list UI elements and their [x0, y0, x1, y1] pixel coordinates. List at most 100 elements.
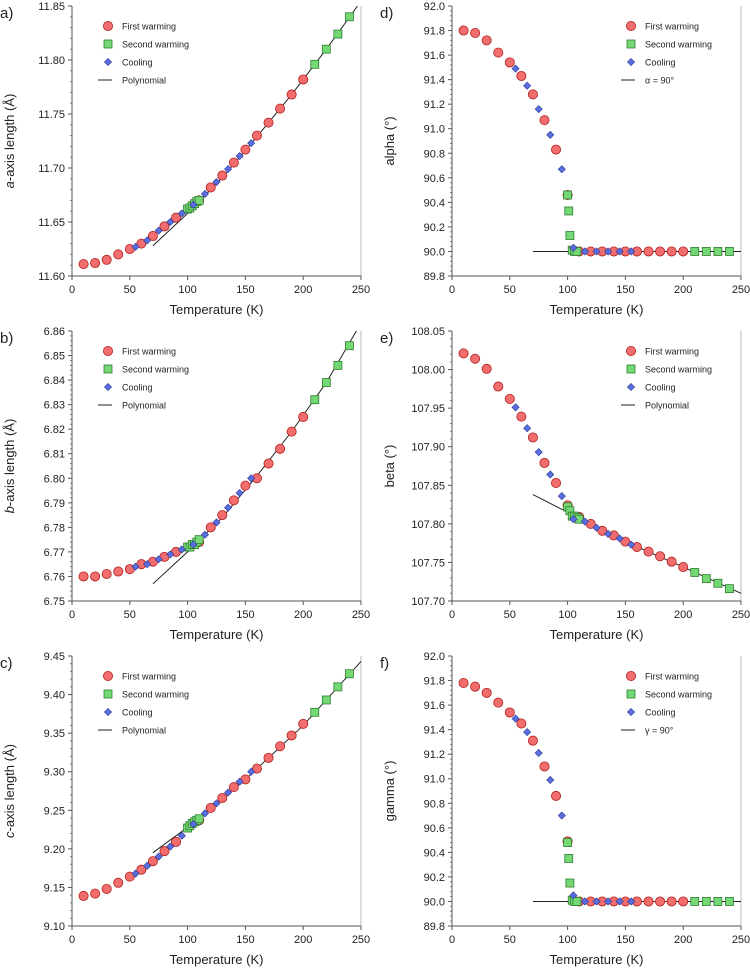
circle-point [481, 687, 492, 698]
square-point [565, 878, 575, 888]
legend-diamond-swatch [103, 707, 113, 717]
circle-point [171, 836, 182, 847]
panel-label: e) [380, 330, 393, 347]
x-tick-label: 250 [732, 284, 750, 296]
square-point [563, 190, 572, 200]
legend-label: α = 90° [645, 76, 674, 86]
circle-point [551, 790, 562, 801]
circle-point [527, 89, 538, 100]
diamond-point [546, 130, 555, 139]
legend-circle-swatch [103, 345, 114, 356]
y-tick-label: 92.0 [424, 1, 445, 13]
circle-point [481, 35, 492, 46]
x-tick-label: 50 [124, 934, 136, 946]
diamond-point [534, 748, 543, 757]
y-tick-label: 92.0 [424, 651, 445, 663]
x-tick-label: 250 [352, 934, 370, 946]
diamond-point [189, 820, 198, 829]
circle-point [113, 877, 124, 888]
circle-point [251, 130, 262, 141]
diamond-point [189, 540, 198, 549]
legend-square-swatch [103, 689, 113, 699]
square-point [701, 897, 711, 906]
square-point [345, 669, 354, 679]
circle-point [470, 27, 481, 38]
y-tick-label: 6.79 [44, 498, 65, 510]
square-point [563, 838, 572, 847]
circle-point [263, 458, 274, 469]
x-tick-label: 200 [294, 609, 312, 621]
legend-diamond-swatch [626, 57, 636, 67]
x-tick-label: 200 [674, 934, 692, 946]
markers-first-warming [78, 411, 309, 582]
x-tick-label: 200 [294, 284, 312, 296]
circle-point [113, 249, 124, 260]
circle-point [470, 681, 481, 692]
legend-label: Cooling [122, 58, 153, 68]
square-point [345, 341, 354, 351]
chart-panel-d: d) 0 50 100 150 200 250 89.8 90.0 90.2 90.4 90.6 90.… [380, 1, 750, 317]
x-tick-label: 250 [732, 609, 750, 621]
circle-point [493, 47, 504, 58]
y-axis-label: alpha (°) [382, 116, 397, 165]
y-tick-label: 91.0 [424, 124, 445, 136]
x-axis-label: Temperature (K) [170, 627, 264, 642]
square-point [725, 247, 734, 256]
circle-point [504, 393, 515, 404]
x-tick-label: 200 [294, 934, 312, 946]
circle-point [678, 246, 689, 257]
square-point [713, 578, 723, 588]
diamond-point [557, 811, 566, 820]
circle-point [217, 510, 228, 521]
legend-label: Second warming [122, 690, 189, 700]
y-tick-label: 91.0 [424, 774, 445, 786]
diamond-point [247, 767, 256, 776]
diamond-point [546, 470, 555, 479]
y-tick-label: 6.85 [44, 351, 65, 363]
diamond-point [200, 530, 209, 539]
legend-diamond-swatch [103, 57, 113, 67]
circle-point [597, 525, 608, 536]
y-tick-label: 90.2 [424, 222, 445, 234]
diamond-point [615, 897, 624, 906]
circle-point [159, 846, 170, 857]
y-tick-label: 6.80 [44, 473, 65, 485]
circle-point [275, 103, 286, 114]
y-tick-label: 89.8 [424, 271, 445, 283]
y-tick-label: 6.77 [44, 547, 65, 559]
circle-point [655, 896, 666, 907]
legend-label: Cooling [645, 58, 676, 68]
panel-label: f) [380, 655, 389, 672]
panel-label: d) [380, 5, 393, 22]
circle-point [286, 426, 297, 437]
circle-point [78, 259, 89, 270]
square-point [194, 535, 204, 545]
circle-point [516, 70, 527, 81]
circle-point [263, 752, 274, 763]
x-axis-label: Temperature (K) [170, 302, 264, 317]
square-point [333, 29, 343, 39]
circle-point [78, 571, 89, 582]
x-tick-label: 200 [674, 609, 692, 621]
y-axis-label: b-axis length (Å) [2, 419, 17, 514]
legend-label: γ = 90° [645, 726, 674, 736]
diamond-point [189, 200, 198, 209]
legend: First warming Second warming Cooling α = 90… [621, 20, 712, 86]
legend-diamond-swatch [626, 382, 636, 392]
legend-square-swatch [626, 689, 636, 699]
legend: First warming Second warming Cooling Polyno… [98, 345, 189, 411]
square-point [310, 707, 320, 717]
y-axis-label-text: gamma (°) [382, 761, 397, 822]
legend-label: First warming [645, 672, 699, 682]
y-axis-label-text: alpha (°) [382, 116, 397, 165]
y-tick-label: 90.6 [424, 173, 445, 185]
square-point [725, 897, 734, 906]
diamond-point [569, 891, 578, 900]
square-point [345, 12, 354, 22]
x-tick-label: 50 [504, 609, 516, 621]
y-axis-label-text: -axis length (Å) [2, 94, 17, 181]
legend-label: First warming [122, 347, 176, 357]
square-point [321, 378, 331, 387]
legend-square-swatch [626, 364, 636, 374]
y-axis-label: gamma (°) [382, 761, 397, 822]
